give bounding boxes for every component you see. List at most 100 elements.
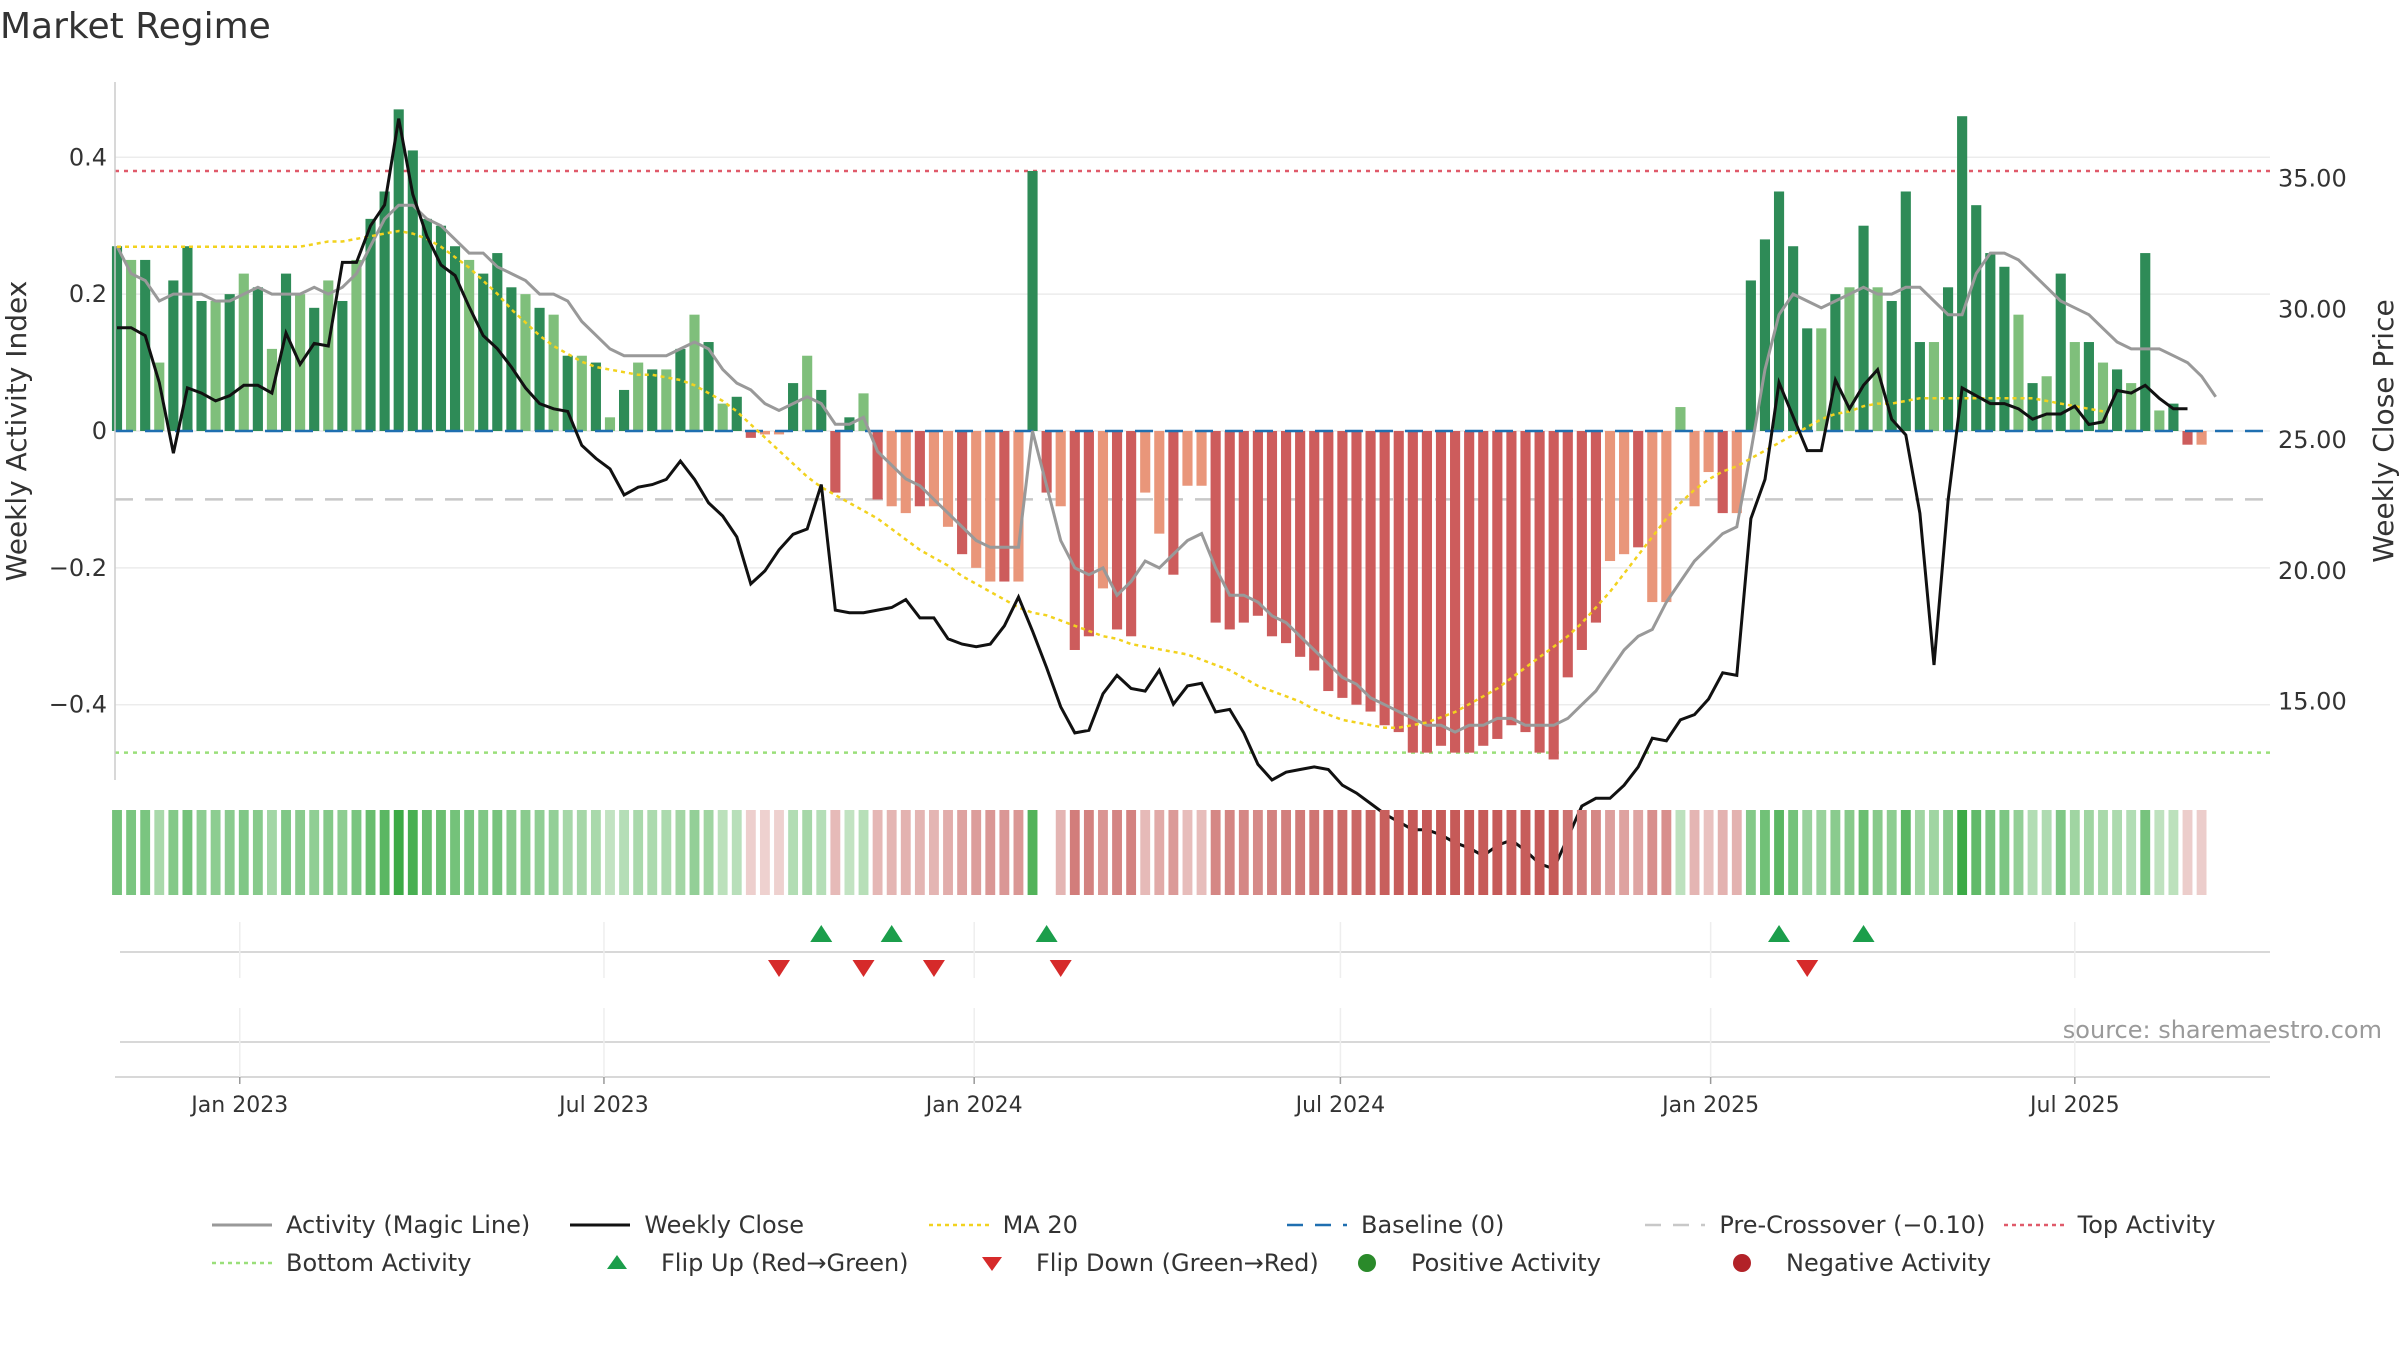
legend-label: Positive Activity <box>1411 1249 1601 1277</box>
regime-cell <box>1393 810 1404 895</box>
regime-cell <box>1520 810 1531 895</box>
activity-bar <box>1858 225 1869 431</box>
left-tick-label: 0 <box>92 417 107 445</box>
regime-cell <box>731 810 742 895</box>
activity-bar <box>1182 431 1193 486</box>
regime-cell <box>267 810 277 895</box>
flip-down-marker <box>852 960 875 977</box>
flip-down-marker <box>1796 960 1819 977</box>
regime-cell <box>1971 810 1982 895</box>
activity-bar <box>182 246 193 431</box>
regime-cell <box>985 810 996 895</box>
right-tick-label: 35.00 <box>2278 165 2347 193</box>
regime-cell <box>534 810 545 895</box>
activity-bar <box>576 355 587 431</box>
activity-bar <box>759 431 770 435</box>
activity-bar <box>745 431 756 438</box>
regime-cell <box>1168 810 1179 895</box>
activity-bar <box>1280 431 1292 644</box>
activity-bar <box>492 253 503 431</box>
regime-cell <box>2027 810 2038 895</box>
regime-cell <box>2196 810 2207 895</box>
regime-cell <box>436 810 446 895</box>
regime-cell <box>2013 810 2024 895</box>
regime-cell <box>1576 810 1587 895</box>
x-axis: Jan 2023 Jul 2023 Jan 2024 Jul 2024 Jan 2025… <box>189 1077 2120 1118</box>
regime-cell <box>1154 810 1165 895</box>
regime-cell <box>1661 810 1672 895</box>
right-tick-label: 15.00 <box>2278 688 2347 716</box>
regime-cell <box>633 810 644 895</box>
regime-cell <box>1267 810 1277 895</box>
regime-cell <box>717 810 728 895</box>
activity-bar <box>1351 431 1362 705</box>
regime-cell <box>337 810 348 895</box>
regime-cell <box>1633 810 1644 895</box>
activity-bar <box>1464 431 1475 753</box>
legend-symbol-icon <box>982 1257 1002 1271</box>
legend-label: Negative Activity <box>1786 1249 1992 1277</box>
x-tick-label: Jan 2023 <box>189 1093 288 1118</box>
chart-title: Market Regime <box>0 6 271 47</box>
activity-bar <box>210 300 221 431</box>
regime-cell <box>1717 810 1728 895</box>
activity-bar <box>1745 280 1756 431</box>
activity-bar <box>1407 431 1418 753</box>
regime-cell <box>1421 810 1432 895</box>
regime-cell <box>1830 810 1841 895</box>
legend-item: Flip Down (Green→Red) <box>960 1249 1335 1277</box>
regime-cell <box>1436 810 1446 895</box>
x-tick-label: Jul 2025 <box>2028 1093 2120 1118</box>
activity-bar <box>858 393 869 431</box>
regime-cell <box>1337 810 1348 895</box>
activity-bar <box>337 300 348 431</box>
activity-bar <box>928 431 940 507</box>
regime-cell <box>1098 810 1108 895</box>
regime-cell <box>1069 810 1080 895</box>
activity-bar <box>1703 431 1714 473</box>
activity-bar <box>914 431 925 507</box>
activity-bar <box>1252 431 1263 616</box>
regime-cell <box>520 810 531 895</box>
regime-cell <box>196 810 207 895</box>
activity-bar <box>957 431 968 555</box>
activity-bar <box>407 150 418 431</box>
legend-symbol-icon <box>1358 1254 1376 1272</box>
activity-bar <box>1013 431 1024 582</box>
regime-cell <box>703 810 714 895</box>
legend-item: Weekly Close <box>568 1211 926 1239</box>
regime-cell <box>1182 810 1193 895</box>
regime-cell <box>1492 810 1503 895</box>
activity-bar <box>2112 369 2123 431</box>
legend-item: Positive Activity <box>1335 1249 1710 1277</box>
regime-cell <box>309 810 320 895</box>
legend: Activity (Magic Line) Weekly Close MA 20 Ba… <box>210 1206 2360 1282</box>
legend-label: Flip Down (Green→Red) <box>1036 1249 1319 1277</box>
regime-cell <box>1013 810 1024 895</box>
regime-cell <box>2098 810 2108 895</box>
regime-cell <box>605 810 615 895</box>
legend-symbol-icon <box>212 1223 272 1227</box>
activity-bar <box>196 300 207 431</box>
activity-bar <box>2140 253 2151 431</box>
activity-bar <box>393 109 404 431</box>
activity-bar <box>1633 431 1644 548</box>
regime-cell <box>1351 810 1362 895</box>
legend-symbol-icon <box>212 1261 272 1265</box>
regime-cell <box>1675 810 1686 895</box>
activity-bar <box>1450 431 1461 753</box>
activity-bar <box>1830 294 1841 431</box>
activity-bar <box>999 431 1010 582</box>
activity-bar <box>111 246 123 431</box>
flip-down-marker <box>1049 960 1072 977</box>
activity-bar <box>703 342 714 431</box>
activity-bar <box>2013 314 2024 431</box>
activity-bar <box>379 191 390 431</box>
regime-cell <box>1379 810 1390 895</box>
activity-bar <box>2154 410 2165 431</box>
regime-cell <box>154 810 165 895</box>
regime-cell <box>802 810 813 895</box>
regime-cell <box>1999 810 2010 895</box>
regime-cell <box>365 810 376 895</box>
activity-bar <box>633 362 644 431</box>
